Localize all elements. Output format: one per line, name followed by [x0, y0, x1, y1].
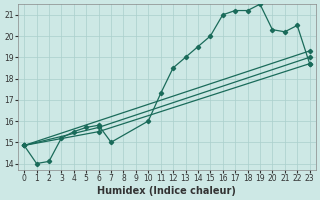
X-axis label: Humidex (Indice chaleur): Humidex (Indice chaleur) [98, 186, 236, 196]
